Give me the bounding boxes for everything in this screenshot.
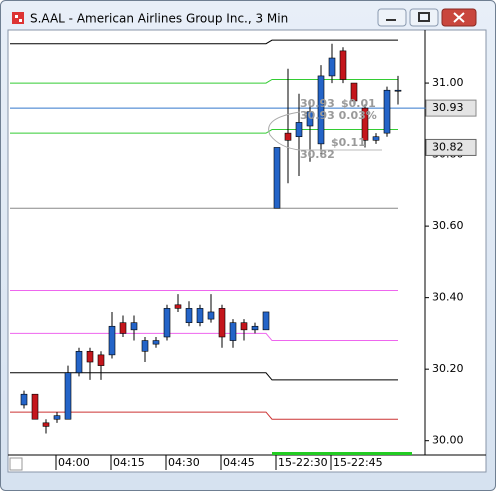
session-bar — [272, 452, 412, 455]
level-line — [10, 39, 398, 45]
candle-body — [196, 308, 204, 323]
x-tick-label: 04:00 — [58, 456, 90, 469]
candle-body — [317, 75, 325, 145]
candle-body — [284, 132, 292, 141]
price-marker-box — [425, 138, 477, 156]
candle-body — [229, 322, 237, 341]
x-tick-label: 04:15 — [113, 456, 145, 469]
candle-body — [350, 82, 358, 102]
candle-body — [42, 422, 50, 427]
y-tick-label: 30.40 — [432, 291, 464, 304]
measure-arc — [268, 111, 301, 151]
price-label: 30.93 — [432, 101, 464, 114]
candle-body — [295, 122, 303, 138]
candle-body — [20, 393, 28, 406]
corner-box[interactable] — [9, 457, 23, 471]
minimize-glyph — [386, 19, 396, 21]
candle-body — [361, 107, 369, 141]
measure-annotation: $0.01 — [341, 97, 376, 110]
candle-body — [174, 304, 182, 309]
close-glyph — [453, 12, 465, 23]
level-line — [10, 372, 398, 381]
candle-body — [152, 340, 160, 345]
measure-annotation: 30.82 — [300, 148, 335, 161]
x-tick-label: 15-22:30 — [278, 456, 328, 469]
y-tick-label: 30.00 — [432, 434, 464, 447]
measure-annotation: $0.11 — [331, 136, 366, 149]
candle-body — [130, 322, 138, 331]
y-tick-label: 30.60 — [432, 219, 464, 232]
candle-body — [383, 89, 391, 134]
candle-body — [394, 89, 402, 92]
candle-body — [372, 136, 380, 141]
y-tick-label: 31.00 — [432, 76, 464, 89]
x-tick-label: 04:30 — [168, 456, 200, 469]
candle-body — [262, 311, 270, 331]
candle-body — [339, 50, 347, 80]
candle-body — [119, 322, 127, 334]
candle-body — [251, 325, 259, 331]
app-icon-dot — [19, 19, 22, 22]
window-title: S.AAL - American Airlines Group Inc., 3 … — [30, 12, 288, 26]
candle-body — [86, 350, 94, 363]
candle-body — [141, 340, 149, 352]
candle-body — [328, 57, 336, 77]
price-marker-label: 30.82 — [432, 140, 464, 153]
candle-body — [75, 350, 83, 374]
level-line — [10, 332, 398, 342]
x-tick-label: 04:45 — [223, 456, 255, 469]
level-line — [10, 411, 398, 420]
chart-area — [7, 29, 487, 473]
candle-body — [97, 354, 105, 366]
measure-annotation: 30.93 0.03% — [300, 109, 377, 122]
candle-body — [207, 311, 215, 320]
candle-body — [163, 308, 171, 338]
x-tick-label: 15-22:45 — [333, 456, 383, 469]
candle-body — [53, 415, 61, 420]
maximize-button[interactable] — [409, 8, 439, 27]
candle-body — [218, 308, 226, 338]
minimize-button[interactable] — [377, 8, 407, 27]
measure-annotation: 30.93 — [300, 97, 335, 110]
app-icon-dot — [15, 15, 18, 18]
candle-body — [185, 308, 193, 323]
candle-body — [108, 325, 116, 356]
candle-body — [240, 322, 248, 331]
level-line — [10, 78, 398, 84]
price-label-box — [425, 99, 477, 117]
maximize-glyph — [418, 12, 430, 22]
y-tick-label: 30.20 — [432, 362, 464, 375]
candle-body — [273, 147, 281, 209]
candle-body — [31, 393, 39, 420]
candle-body — [64, 372, 72, 420]
candle-body — [306, 111, 314, 127]
